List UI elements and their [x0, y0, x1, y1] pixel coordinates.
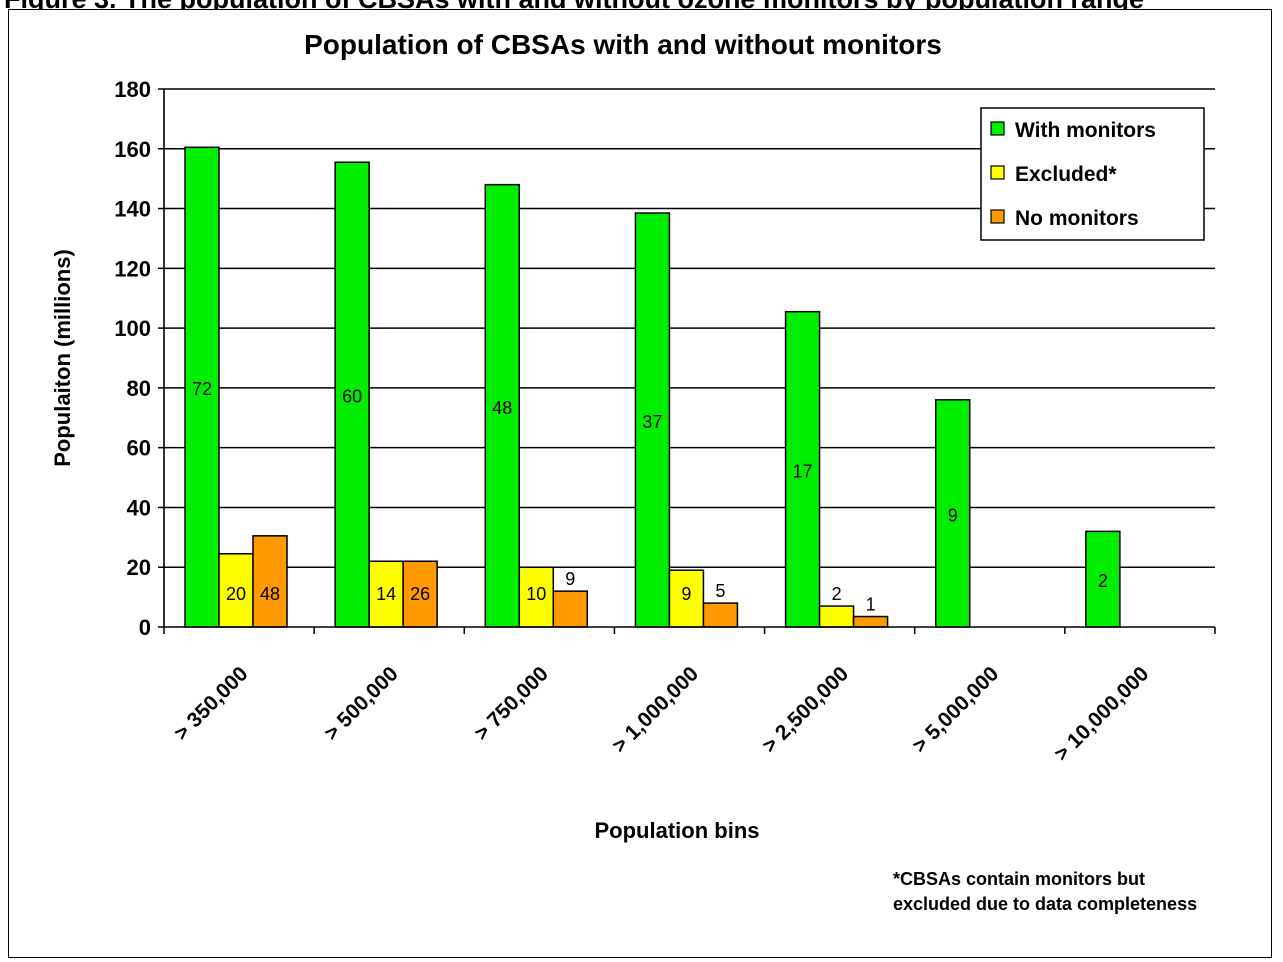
x-tick-label: > 1,000,000	[608, 662, 703, 757]
y-tick-label: 80	[127, 376, 151, 401]
data-label: 48	[260, 584, 280, 604]
legend-label: No monitors	[1015, 207, 1139, 230]
x-tick-label: > 350,000	[170, 662, 253, 745]
y-tick-label: 20	[127, 555, 151, 580]
bar-with-monitors	[334, 161, 370, 628]
data-label: 60	[342, 387, 362, 407]
legend-label: Excluded*	[1015, 163, 1117, 186]
footnote-line-1: *CBSAs contain monitors but	[893, 869, 1145, 889]
data-label: 48	[492, 398, 512, 418]
y-axis-title: Populaiton (millions)	[50, 249, 75, 467]
bar-excluded	[818, 605, 855, 628]
y-tick-label: 0	[139, 615, 151, 640]
data-label: 20	[226, 584, 246, 604]
x-tick-label: > 5,000,000	[908, 662, 1003, 757]
legend-swatch	[990, 209, 1005, 224]
data-label: 72	[192, 379, 212, 399]
data-label: 2	[832, 584, 842, 604]
chart-frame	[8, 9, 1272, 958]
y-tick-label: 40	[127, 495, 151, 520]
bar-with-monitors	[1085, 530, 1121, 628]
x-axis-title: Population bins	[595, 818, 760, 843]
bar-with-monitors	[784, 310, 821, 628]
y-tick-label: 160	[114, 137, 151, 162]
y-tick-label: 180	[114, 77, 151, 102]
data-label: 9	[565, 569, 575, 589]
data-label: 37	[642, 412, 662, 432]
y-tick-label: 120	[114, 256, 151, 281]
data-label: 10	[526, 584, 546, 604]
bar-no-monitors	[702, 602, 739, 628]
x-tick-label: > 750,000	[470, 662, 553, 745]
data-label: 9	[948, 505, 958, 525]
bar-no-monitors	[252, 535, 288, 628]
legend-box	[980, 107, 1205, 241]
footnote-line-2: excluded due to data completeness	[893, 894, 1197, 914]
data-label: 2	[1098, 571, 1108, 591]
bar-excluded	[668, 569, 705, 628]
legend-swatch	[990, 165, 1005, 180]
bar-no-monitors	[552, 590, 589, 628]
y-tick-label: 60	[127, 436, 151, 461]
plot-area: 0 20 40 60 80 100 120 140 160 180 72 20 48 > 350,000 6…	[114, 77, 1216, 766]
bar-with-monitors	[634, 212, 671, 628]
figure-caption-text: Figure 3. The population of CBSAs with a…	[4, 0, 1144, 10]
bar-excluded	[368, 560, 404, 628]
legend-swatch	[990, 121, 1005, 136]
figure-caption-strip: Figure 3. The population of CBSAs with a…	[0, 0, 1283, 10]
bar-with-monitors	[184, 146, 220, 628]
chart-title: Population of CBSAs with and without mon…	[304, 29, 942, 60]
legend-label: With monitors	[1015, 119, 1156, 142]
y-tick-label: 140	[114, 197, 151, 222]
data-label: 26	[410, 584, 430, 604]
data-label: 9	[681, 584, 691, 604]
legend: With monitors Excluded* No monitors	[980, 107, 1205, 241]
x-tick-label: > 2,500,000	[758, 662, 853, 757]
footnote: *CBSAs contain monitors but excluded due…	[893, 869, 1197, 914]
x-tick-label: > 10,000,000	[1050, 662, 1153, 765]
data-label: 14	[376, 584, 396, 604]
data-label: 17	[793, 461, 813, 481]
data-label: 5	[715, 581, 725, 601]
x-tick-label: > 500,000	[320, 662, 403, 745]
bar-no-monitors	[852, 615, 889, 628]
bar-with-monitors	[484, 183, 521, 628]
y-tick-label: 100	[114, 316, 151, 341]
data-label: 1	[866, 595, 876, 615]
